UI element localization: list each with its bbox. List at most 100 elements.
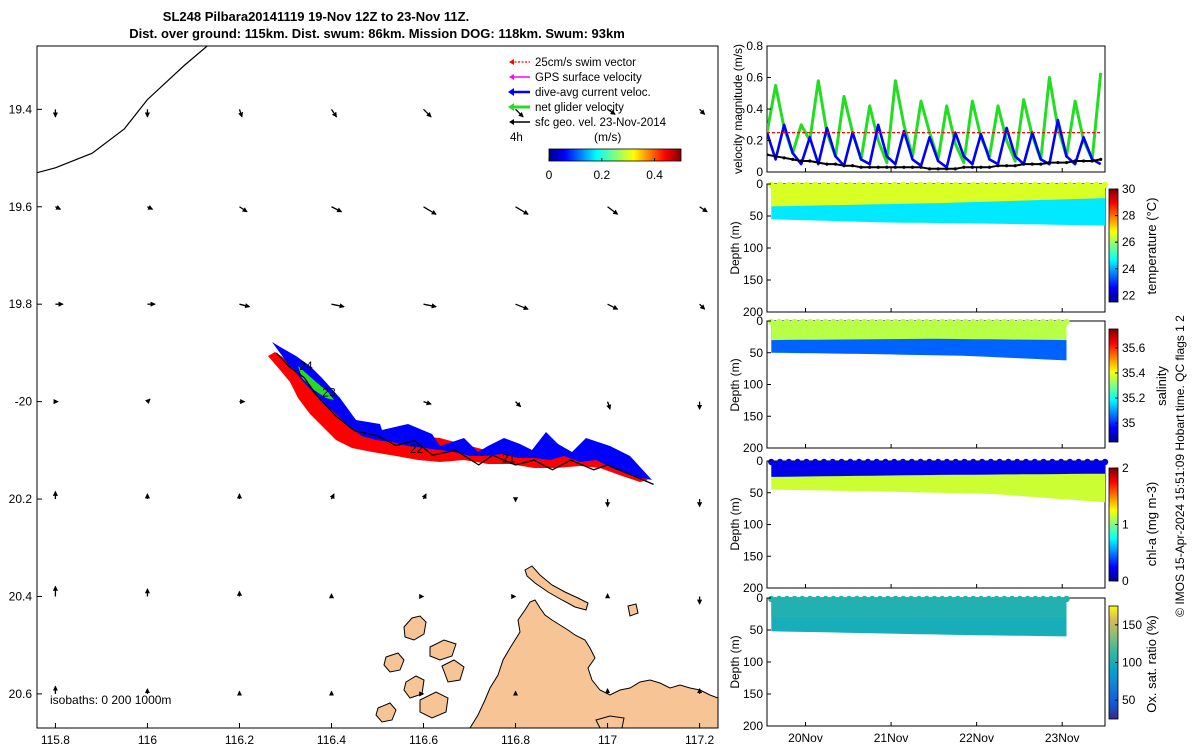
- island-spit: [524, 565, 589, 611]
- temperature-colorbar-ticks: 22 24 26 28 30: [1115, 182, 1136, 302]
- sfc-geo-velocity-arrow: [421, 493, 427, 500]
- chl-profile-dot: [899, 458, 907, 466]
- chl-profile-dot: [952, 458, 959, 466]
- chl-panel: 0 50 100 150 200 Depth (m) 0 1 2 chl-a (mg m-3…: [728, 454, 1159, 595]
- legend-sfc-geo-velocity: sfc geo. vel. 23-Nov-2014: [535, 117, 667, 129]
- net-glider-velocity-patch: [298, 366, 334, 400]
- velocity-panel: 0 0.2 0.4 0.6 0.8 velocity magnitude (m/s): [731, 39, 1106, 179]
- salinity-section: [768, 318, 1070, 361]
- temperature-profile-dot: [829, 181, 836, 189]
- salinity-profile-dot: [845, 318, 853, 326]
- island-east-small: [627, 603, 639, 617]
- island-west-4: [403, 675, 425, 699]
- oxygen-y-tick-label: 200: [743, 719, 763, 733]
- sfc-geo-velocity-arrow: [330, 108, 338, 118]
- oxygen-profile-dot: [806, 595, 814, 603]
- sfc-geo-velocity-arrows: [52, 108, 708, 696]
- legend-gps-arrowhead: [509, 74, 514, 80]
- velocity-sfc-geo-point: [773, 154, 778, 158]
- chl-profile-dot: [1022, 458, 1030, 466]
- salinity-profile-dot: [861, 318, 868, 326]
- temperature-profile-dot: [978, 181, 986, 189]
- oxygen-profile-dot: [830, 595, 837, 603]
- velocity-sfc-geo-point: [1047, 160, 1051, 165]
- chl-profile-dot: [917, 458, 924, 466]
- velocity-y-tick-label: 0.2: [746, 134, 763, 148]
- velocity-sfc-geo-point: [876, 165, 880, 169]
- temperature-profile-dot: [970, 181, 977, 189]
- salinity-profile-dot: [1032, 318, 1039, 326]
- oxygen-profile-dot: [907, 595, 915, 603]
- oxygen-profile-dot: [783, 595, 791, 603]
- salinity-y-ticks: 0 50 100 150 200: [743, 314, 771, 455]
- map-x-tick-label: 116.8: [501, 733, 530, 747]
- chl-profile-dot: [996, 458, 1003, 466]
- oxygen-profile-dot: [845, 595, 853, 603]
- temperature-profile-dot: [873, 181, 880, 189]
- velocity-sfc-geo-point: [970, 165, 974, 169]
- salinity-profile-dot: [954, 318, 961, 326]
- temperature-panel: 0 50 100 150 200 Depth (m) 22 24 26 28 30 temper…: [728, 177, 1159, 319]
- map-x-tick-label: 116.4: [317, 733, 346, 747]
- chl-x-ticks: [805, 584, 1063, 588]
- velocity-sfc-geo-point: [1099, 157, 1103, 161]
- salinity-profile-dot: [783, 318, 791, 326]
- sfc-geo-velocity-arrow: [515, 206, 529, 215]
- chl-profile-dot: [987, 458, 995, 466]
- isobath-line: [37, 46, 208, 174]
- oxygen-y-tick-label: 150: [743, 687, 763, 701]
- island-west-1: [403, 615, 427, 641]
- temperature-profile-dot: [1057, 181, 1065, 189]
- salinity-colorbar-tick-label: 35.2: [1122, 391, 1146, 405]
- temperature-profile-dot: [908, 181, 915, 189]
- sfc-geo-velocity-arrow: [515, 108, 524, 118]
- velocity-sfc-geo-point: [842, 164, 846, 168]
- map-x-tick-label: 116.2: [225, 733, 254, 747]
- temperature-profile-dot: [952, 181, 959, 189]
- temperature-profile-dot: [882, 181, 889, 189]
- sfc-geo-velocity-arrow: [515, 401, 522, 408]
- velocity-sfc-geo-point: [782, 156, 786, 160]
- oxygen-profile-dot: [768, 595, 775, 603]
- salinity-profile-dot: [876, 318, 884, 326]
- temperature-profile-dot: [1040, 181, 1047, 189]
- oxygen-profile-dot: [1055, 595, 1062, 603]
- oxygen-profile-dot: [915, 595, 923, 603]
- island-mid-2: [419, 691, 449, 719]
- chl-profile-dot: [838, 458, 845, 466]
- salinity-panel: 0 50 100 150 200 Depth (m) 35 35.2 35.4 35.6 sa…: [728, 314, 1169, 455]
- velocity-sfc-geo-point: [1056, 160, 1060, 165]
- sfc-geo-velocity-arrow: [331, 303, 345, 309]
- chl-profile-dot: [794, 458, 801, 466]
- salinity-profile-dot: [1039, 318, 1047, 326]
- legend-net-glider-velocity: net glider velocity: [535, 102, 624, 114]
- velocity-series-sfc-geo-vel-23-nov-2014: [767, 153, 1101, 170]
- velocity-series: [767, 72, 1103, 171]
- oxygen-profile-dot: [993, 595, 1000, 603]
- chl-profile-dot: [934, 458, 942, 466]
- temperature-profile-dot: [794, 181, 801, 189]
- velocity-y-tick-label: 0: [756, 165, 763, 179]
- chl-colorbar-tick-label: 2: [1122, 461, 1129, 475]
- temperature-profile-dot: [1049, 181, 1056, 189]
- chl-y-tick-label: 200: [743, 581, 763, 595]
- oxygen-profile-dot: [876, 595, 884, 603]
- oxygen-profile-dot: [1016, 595, 1024, 603]
- salinity-profile-dot: [970, 318, 977, 326]
- temperature-surface-layer: [771, 184, 1105, 207]
- velocity-y-tick-label: 0.4: [746, 102, 763, 116]
- chl-profile-dot: [961, 458, 968, 466]
- chl-profile-dot: [926, 458, 933, 466]
- temperature-colorbar-label: temperature (°C): [1144, 198, 1159, 295]
- salinity-profile-dot: [853, 318, 860, 326]
- chl-profile-dot: [1093, 458, 1100, 466]
- legend-sfc-geo-arrowhead: [509, 119, 514, 125]
- salinity-colorbar-tick-label: 35: [1122, 416, 1136, 430]
- chl-section: [768, 458, 1109, 503]
- salinity-profile-dot: [892, 318, 899, 326]
- salinity-profile-dot: [1047, 318, 1055, 326]
- salinity-colorbar-label: salinity: [1154, 366, 1169, 406]
- chl-y-tick-label: 50: [750, 486, 764, 500]
- salinity-profile-dot: [869, 318, 876, 326]
- temperature-colorbar-tick-label: 30: [1122, 182, 1136, 196]
